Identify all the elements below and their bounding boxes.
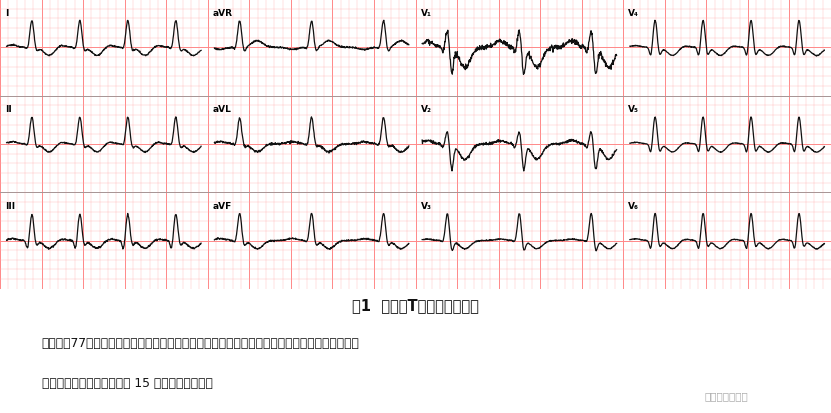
Text: 患者女、77岁。诊断为急性心肌梗死。冠造显示左主干远端受累并累及前降支和回旋支开口存在: 患者女、77岁。诊断为急性心肌梗死。冠造显示左主干远端受累并累及前降支和回旋支开… [42,336,360,349]
Text: V₄: V₄ [628,9,639,18]
Text: V₂: V₂ [420,105,431,114]
Text: aVL: aVL [213,105,232,114]
Text: aVF: aVF [213,202,232,210]
Text: V₆: V₆ [628,202,639,210]
Text: V₃: V₃ [420,202,431,210]
Text: 重度狭窄。本图为患者入院 15 小时记录的心电图: 重度狭窄。本图为患者入院 15 小时记录的心电图 [42,376,213,389]
Text: V₅: V₅ [628,105,639,114]
Text: I: I [5,9,8,18]
Text: III: III [5,202,15,210]
Text: 朱晓晚心电资讯: 朱晓晚心电资讯 [704,391,748,401]
Text: 图1  全导联T波倒置的心电图: 图1 全导联T波倒置的心电图 [352,298,479,313]
Text: II: II [5,105,12,114]
Text: V₁: V₁ [420,9,431,18]
Text: aVR: aVR [213,9,233,18]
